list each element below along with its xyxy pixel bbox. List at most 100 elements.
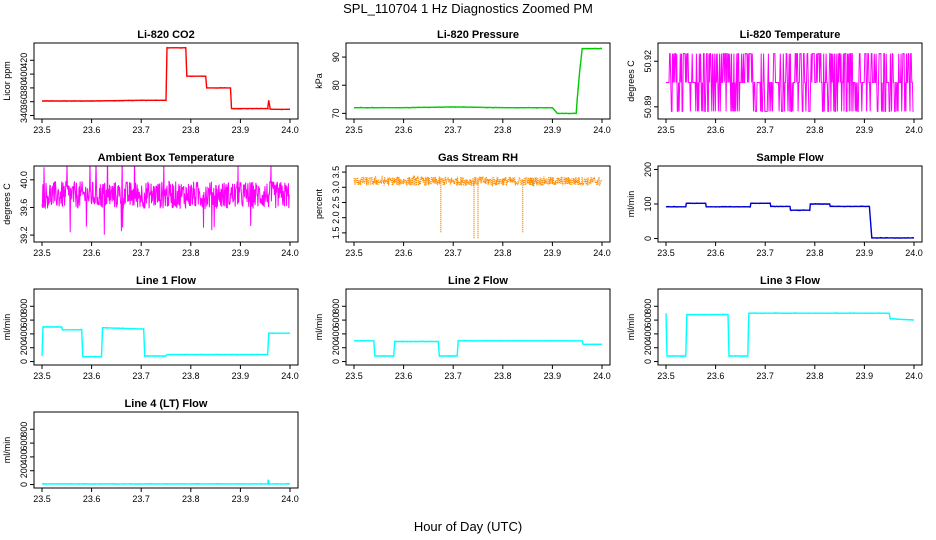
x-tick-label: 23.7 bbox=[132, 125, 150, 135]
x-tick-label: 23.8 bbox=[182, 248, 200, 258]
series-line bbox=[41, 166, 291, 235]
x-tick-label: 23.9 bbox=[232, 248, 250, 258]
y-tick-label: 340 bbox=[19, 108, 29, 123]
y-tick-label: 800 bbox=[19, 422, 29, 437]
y-axis-label: degrees C bbox=[626, 60, 636, 102]
panel-licor_temp: Li-820 Temperature degrees C 23.5 23.6 23.7 2… bbox=[626, 29, 923, 135]
y-tick-label: 0 bbox=[331, 359, 341, 364]
x-tick-label: 24.0 bbox=[281, 248, 299, 258]
y-tick-label: 800 bbox=[331, 299, 341, 314]
series-line1 bbox=[41, 326, 291, 358]
panel-line4: Line 4 (LT) Flow ml/min 23.5 23.6 23.7 23.8 23… bbox=[2, 398, 299, 504]
panel-title: Gas Stream RH bbox=[438, 152, 518, 164]
y-axis-label: percent bbox=[314, 188, 324, 219]
y-tick-label: 400 bbox=[331, 326, 341, 341]
y-tick-label: 100 bbox=[643, 196, 653, 211]
y-tick-label: 200 bbox=[19, 463, 29, 478]
y-tick-label: 3.5 bbox=[331, 166, 341, 179]
x-tick-label: 23.9 bbox=[544, 248, 562, 258]
x-tick-label: 23.9 bbox=[544, 125, 562, 135]
y-tick-label: 2.0 bbox=[331, 211, 341, 224]
y-tick-label: 600 bbox=[19, 313, 29, 328]
x-tick-label: 23.8 bbox=[806, 371, 824, 381]
x-tick-label: 23.6 bbox=[83, 371, 101, 381]
plot-frame bbox=[33, 165, 299, 243]
panels: Li-820 CO2 Licor ppm 23.5 23.6 23.7 23.8 23.9 2… bbox=[2, 29, 923, 504]
y-axis-label: ml/min bbox=[626, 314, 636, 341]
x-tick-label: 23.5 bbox=[345, 125, 363, 135]
series-line bbox=[354, 340, 602, 357]
x-tick-label: 23.6 bbox=[707, 248, 725, 258]
panel-title: Line 3 Flow bbox=[760, 275, 820, 287]
series-line2 bbox=[353, 339, 603, 357]
x-tick-label: 23.8 bbox=[494, 248, 512, 258]
x-tick-label: 23.6 bbox=[83, 248, 101, 258]
x-tick-label: 23.8 bbox=[182, 125, 200, 135]
series-noise bbox=[665, 202, 915, 239]
y-tick-label: 380 bbox=[19, 80, 29, 95]
x-tick-label: 23.6 bbox=[83, 494, 101, 504]
series-line4 bbox=[41, 479, 291, 485]
plot-frame bbox=[345, 165, 611, 243]
y-tick-label: 400 bbox=[19, 67, 29, 82]
panel-title: Line 1 Flow bbox=[136, 275, 196, 287]
y-tick-label: 360 bbox=[19, 94, 29, 109]
series-rh bbox=[353, 174, 603, 239]
x-tick-label: 23.7 bbox=[444, 125, 462, 135]
y-tick-label: 0 bbox=[19, 359, 29, 364]
plot-frame bbox=[657, 42, 923, 120]
series-noise bbox=[667, 312, 915, 358]
panel-title: Line 2 Flow bbox=[448, 275, 508, 287]
x-tick-label: 23.6 bbox=[707, 125, 725, 135]
panel-rh: Gas Stream RH percent 23.5 23.6 23.7 23.8 23.9… bbox=[314, 152, 611, 258]
panel-title: Li-820 Pressure bbox=[437, 29, 519, 41]
x-tick-label: 23.9 bbox=[856, 248, 874, 258]
y-tick-label: 0 bbox=[19, 482, 29, 487]
x-tick-label: 23.7 bbox=[444, 371, 462, 381]
panel-line1: Line 1 Flow ml/min 23.5 23.6 23.7 23.8 23.9 24.… bbox=[2, 275, 299, 381]
series-noise bbox=[41, 482, 291, 485]
series-line bbox=[354, 47, 602, 115]
y-tick-label: 39.2 bbox=[19, 226, 29, 244]
y-tick-label: 800 bbox=[643, 299, 653, 314]
y-tick-label: 39.6 bbox=[19, 199, 29, 217]
x-tick-label: 24.0 bbox=[593, 371, 611, 381]
x-tick-label: 23.6 bbox=[395, 371, 413, 381]
panel-title: Sample Flow bbox=[756, 152, 824, 164]
y-tick-label: 3.0 bbox=[331, 181, 341, 194]
panel-title: Li-820 Temperature bbox=[740, 29, 841, 41]
y-tick-label: 400 bbox=[643, 326, 653, 341]
plot-frame bbox=[33, 288, 299, 366]
x-tick-label: 24.0 bbox=[593, 125, 611, 135]
y-tick-label: 200 bbox=[331, 340, 341, 355]
series-ambient_temp bbox=[41, 166, 291, 235]
panel-pressure: Li-820 Pressure kPa 23.5 23.6 23.7 23.8 23.9 24… bbox=[314, 29, 611, 135]
y-tick-label: 200 bbox=[643, 340, 653, 355]
x-tick-label: 23.5 bbox=[345, 371, 363, 381]
plot-frame bbox=[345, 288, 611, 366]
y-axis-label: ml/min bbox=[626, 191, 636, 218]
y-tick-label: 70 bbox=[331, 108, 341, 118]
series-line3 bbox=[665, 312, 915, 358]
y-tick-label: 50.92 bbox=[643, 50, 653, 73]
series-noise bbox=[42, 326, 291, 358]
plot-frame bbox=[33, 42, 299, 120]
x-tick-label: 23.5 bbox=[33, 494, 51, 504]
y-tick-label: 800 bbox=[19, 299, 29, 314]
x-tick-label: 23.9 bbox=[544, 371, 562, 381]
x-tick-label: 23.8 bbox=[806, 248, 824, 258]
x-tick-label: 23.5 bbox=[657, 371, 675, 381]
y-axis-label: degrees C bbox=[2, 183, 12, 225]
series-line bbox=[666, 53, 914, 112]
y-tick-label: 200 bbox=[643, 162, 653, 177]
x-tick-label: 24.0 bbox=[905, 248, 923, 258]
x-tick-label: 23.5 bbox=[33, 125, 51, 135]
x-tick-label: 23.8 bbox=[806, 125, 824, 135]
series-line bbox=[41, 326, 290, 358]
series-points bbox=[353, 174, 603, 188]
x-tick-label: 23.7 bbox=[756, 371, 774, 381]
panel-ambient_temp: Ambient Box Temperature degrees C 23.5 23.6… bbox=[2, 152, 299, 258]
x-tick-label: 23.6 bbox=[395, 248, 413, 258]
x-tick-label: 24.0 bbox=[905, 371, 923, 381]
y-axis-label: ml/min bbox=[2, 314, 12, 341]
